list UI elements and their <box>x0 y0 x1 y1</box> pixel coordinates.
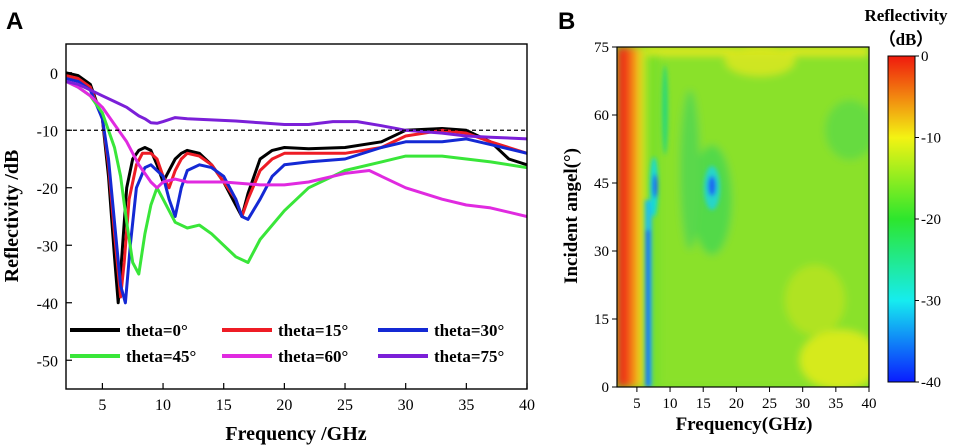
colorbar-ticks: 0 -10 -20 -30 -40 <box>915 49 941 391</box>
heatmap-x-tick-label: 20 <box>729 396 744 412</box>
colorbar-unit: （dB） <box>879 29 934 49</box>
y-tick-label: 0 <box>50 66 58 83</box>
series-line-1 <box>66 74 527 299</box>
heatmap-x-ticks: 5 10 15 20 25 30 35 40 <box>633 387 877 412</box>
heatmap-x-tick-label: 5 <box>633 396 641 412</box>
x-tick-label: 35 <box>458 397 474 414</box>
panel-a-letter: A <box>6 8 24 35</box>
x-tick-label: 20 <box>276 397 292 414</box>
y-tick-label: -10 <box>37 123 58 140</box>
colorbar-tick-label: -10 <box>921 131 941 147</box>
colorbar-title: Reflectivity <box>864 6 948 25</box>
x-tick-label: 25 <box>337 397 353 414</box>
series-line-2 <box>66 77 527 305</box>
x-tick-label: 15 <box>216 397 232 414</box>
y-axis-ticks: 0 -10 -20 -30 -40 -50 <box>37 66 72 370</box>
series-line-5 <box>66 79 527 141</box>
y-tick-label: -40 <box>37 296 58 313</box>
x-axis-label: Frequency /GHz <box>225 423 366 445</box>
legend: theta=0° theta=15° theta=30° theta=45° theta… <box>70 321 504 366</box>
series-line-4 <box>66 80 527 218</box>
legend-label: theta=75° <box>434 347 504 366</box>
legend-label: theta=45° <box>126 347 196 366</box>
y-tick-label: -20 <box>37 181 58 198</box>
heatmap-x-tick-label: 25 <box>762 396 777 412</box>
colorbar-tick-label: -40 <box>921 375 941 391</box>
legend-label: theta=15° <box>278 321 348 340</box>
heatmap-y-ticks: 0 15 30 45 60 75 <box>594 40 617 396</box>
heatmap-y-tick-label: 75 <box>594 40 609 56</box>
heatmap-field <box>617 47 869 387</box>
series-line-0 <box>66 71 527 305</box>
heatmap-y-label: Incident angel(°) <box>561 148 582 284</box>
line-series-group <box>66 71 527 305</box>
panel-a-frame <box>65 43 528 390</box>
colorbar <box>887 55 916 383</box>
x-tick-label: 40 <box>519 397 535 414</box>
heatmap-y-tick-label: 45 <box>594 176 609 192</box>
y-tick-label: -30 <box>37 238 58 255</box>
y-axis-label: Reflectivity /dB <box>1 150 23 283</box>
heatmap-x-tick-label: 15 <box>696 396 711 412</box>
x-tick-label: 30 <box>398 397 414 414</box>
panel-b: 5 10 15 20 25 30 35 40 0 15 30 45 60 75 Frequency(GH… <box>561 6 948 435</box>
colorbar-tick-label: 0 <box>921 49 929 65</box>
colorbar-tick-label: -30 <box>921 294 941 310</box>
heatmap-x-tick-label: 10 <box>663 396 678 412</box>
heatmap-area <box>617 47 869 387</box>
colorbar-tick-label: -20 <box>921 212 941 228</box>
heatmap-y-tick-label: 15 <box>594 312 609 328</box>
x-axis-ticks: 5 10 15 20 25 30 35 40 <box>98 383 535 414</box>
heatmap-x-tick-label: 40 <box>862 396 877 412</box>
panel-b-frame <box>616 46 870 388</box>
heatmap-y-tick-label: 60 <box>594 108 609 124</box>
x-tick-label: 5 <box>98 397 106 414</box>
legend-label: theta=60° <box>278 347 348 366</box>
heatmap-y-tick-label: 0 <box>602 380 610 396</box>
y-tick-label: -50 <box>37 353 58 370</box>
heatmap-y-tick-label: 30 <box>594 244 609 260</box>
heatmap-x-tick-label: 35 <box>828 396 843 412</box>
panel-a: 5 10 15 20 25 30 35 40 0 -10 -20 -30 -40 -50 Frequen… <box>1 43 535 445</box>
heatmap-x-label: Frequency(GHz) <box>676 414 813 435</box>
panel-b-letter: B <box>558 8 576 35</box>
x-tick-label: 10 <box>155 397 171 414</box>
absorption-features <box>645 65 720 387</box>
series-line-3 <box>66 80 527 276</box>
heatmap-x-tick-label: 30 <box>795 396 810 412</box>
legend-label: theta=30° <box>434 321 504 340</box>
legend-label: theta=0° <box>126 321 188 340</box>
